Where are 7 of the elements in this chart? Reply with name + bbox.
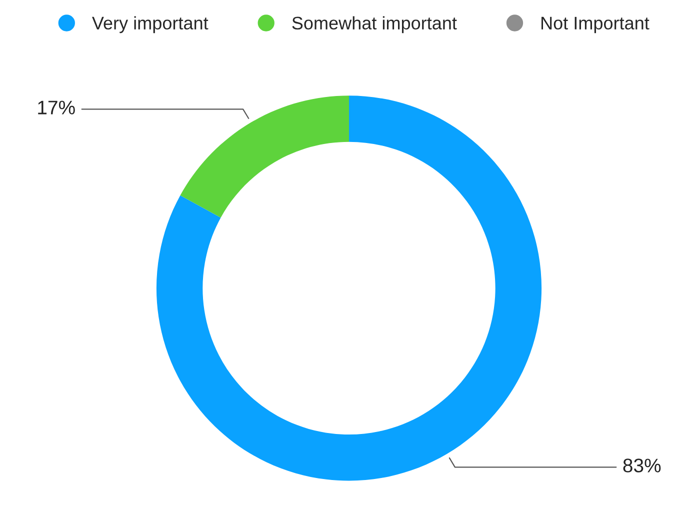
legend-label: Not Important — [542, 16, 650, 34]
data-label: 17% — [38, 100, 75, 114]
legend-label: Somewhat important — [292, 16, 457, 34]
data-label: 83% — [623, 458, 661, 472]
donut-slice — [180, 96, 349, 218]
donut-slice — [156, 96, 542, 481]
legend-label: Very important — [92, 16, 208, 34]
